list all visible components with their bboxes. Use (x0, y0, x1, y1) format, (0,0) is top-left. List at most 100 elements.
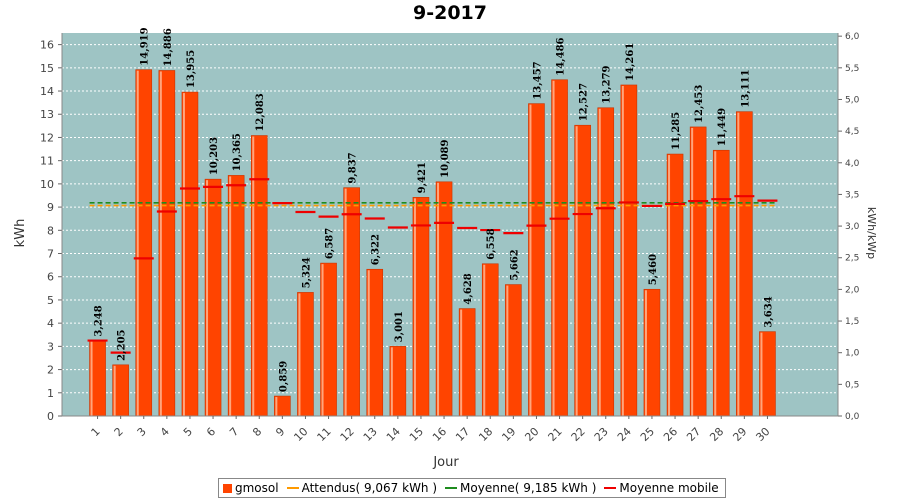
bar-value-label: 13,457 (532, 61, 543, 99)
bar-value-label: 14,261 (625, 43, 636, 81)
bar-highlight (644, 290, 647, 416)
x-tick-label: 3 (135, 425, 149, 439)
bar-highlight (460, 309, 463, 416)
bar-value-label: 5,662 (509, 249, 520, 280)
x-tick-label: 18 (476, 425, 495, 444)
y-tick-label: 12 (40, 131, 54, 144)
x-tick-label: 7 (227, 425, 241, 439)
x-tick-label: 17 (453, 425, 472, 444)
bar-value-label: 6,322 (371, 234, 382, 265)
legend-item: Moyenne( 9,185 kWh ) (445, 481, 596, 495)
y-axis-label: kWh (13, 219, 28, 248)
x-tick-label: 27 (684, 425, 703, 444)
bar-value-label: 5,460 (648, 254, 659, 285)
x-tick-label: 21 (546, 425, 565, 444)
x-tick-label: 19 (499, 425, 518, 444)
legend-swatch (223, 483, 232, 493)
x-tick-label: 13 (361, 425, 380, 444)
bar-highlight (321, 264, 324, 416)
bar-value-label: 13,955 (186, 50, 197, 88)
x-tick-label: 26 (661, 425, 680, 444)
x-tick-label: 12 (338, 425, 357, 444)
x-tick-label: 5 (181, 425, 195, 439)
y2-tick-label: 2,0 (845, 285, 860, 295)
y-tick-label: 2 (47, 364, 54, 377)
y-tick-label: 14 (40, 85, 54, 98)
legend-swatch (445, 487, 458, 489)
x-tick-label: 22 (569, 425, 588, 444)
bar-value-label: 14,486 (556, 37, 567, 75)
bar-highlight (575, 126, 578, 417)
x-tick-label: 11 (315, 425, 334, 444)
legend-item: Moyenne mobile (604, 481, 719, 495)
x-axis-label: Jour (432, 455, 459, 470)
y2-tick-label: 4,0 (845, 159, 860, 169)
x-tick-label: 1 (89, 425, 103, 439)
x-tick-label: 10 (291, 425, 310, 444)
bar-value-label: 14,886 (163, 28, 174, 66)
bar-highlight (437, 182, 440, 416)
x-tick-label: 29 (730, 425, 749, 444)
bar-highlight (367, 270, 370, 416)
y-tick-label: 16 (40, 39, 54, 52)
y2-tick-label: 5,0 (845, 95, 860, 105)
y-tick-label: 4 (47, 317, 54, 330)
bar-value-label: 13,279 (602, 65, 613, 103)
bar-highlight (136, 70, 139, 416)
y2-tick-label: 5,5 (845, 64, 859, 74)
x-tick-label: 6 (204, 425, 218, 439)
legend-label: Moyenne( 9,185 kWh ) (460, 481, 597, 495)
bar-highlight (506, 285, 509, 416)
bar-highlight (760, 332, 763, 416)
bar-value-label: 14,919 (140, 27, 151, 65)
x-tick-label: 20 (522, 425, 541, 444)
y-tick-label: 13 (40, 108, 54, 121)
y2-tick-label: 4,5 (845, 127, 859, 137)
chart-svg: 3,248 2,205 14,919 14,886 13,955 10,203 10,365… (13, 27, 878, 470)
bar-value-label: 4,628 (463, 273, 474, 304)
x-tick-label: 14 (384, 425, 403, 444)
y2-tick-label: 0,0 (845, 412, 860, 422)
bar-highlight (275, 397, 278, 416)
bar-highlight (598, 108, 601, 417)
x-tick-label: 25 (638, 425, 657, 444)
bar-highlight (252, 136, 255, 416)
y-tick-label: 1 (47, 387, 54, 400)
bar-highlight (206, 180, 209, 416)
bar-highlight (113, 365, 116, 416)
y-tick-label: 6 (47, 271, 54, 284)
bar-value-label: 3,248 (94, 305, 105, 336)
bar-value-label: 10,089 (440, 139, 451, 177)
y-tick-label: 10 (40, 178, 54, 191)
bar-highlight (714, 151, 717, 416)
bar-value-label: 13,111 (740, 69, 751, 107)
bar-value-label: 12,083 (255, 93, 266, 131)
bar-value-label: 3,634 (763, 296, 774, 327)
bar-highlight (344, 188, 347, 416)
bar-highlight (159, 71, 162, 417)
y-tick-label: 5 (47, 294, 54, 307)
bar-highlight (737, 112, 740, 416)
bar-value-label: 10,365 (232, 133, 243, 171)
y2-axis-label: kWh/kWp (865, 207, 878, 259)
y2-tick-label: 0,5 (845, 380, 859, 390)
bar-value-label: 12,453 (694, 85, 705, 123)
y2-tick-label: 6,0 (845, 32, 860, 42)
x-tick-label: 2 (112, 425, 126, 439)
bar-highlight (621, 85, 624, 417)
bar-value-label: 3,001 (394, 311, 405, 342)
bar-highlight (182, 93, 185, 416)
bar-highlight (413, 198, 416, 416)
y-tick-label: 7 (47, 248, 54, 261)
x-tick-label: 15 (407, 425, 426, 444)
bar-value-label: 2,205 (117, 329, 128, 360)
bar-highlight (229, 176, 232, 416)
y-tick-label: 11 (40, 155, 54, 168)
x-tick-label: 30 (753, 425, 772, 444)
y-tick-label: 15 (40, 62, 54, 75)
bar-highlight (298, 293, 301, 416)
bar-highlight (552, 80, 555, 417)
bar-value-label: 11,449 (717, 108, 728, 146)
legend-label: Attendus( 9,067 kWh ) (301, 481, 438, 495)
legend-swatch (604, 487, 617, 489)
